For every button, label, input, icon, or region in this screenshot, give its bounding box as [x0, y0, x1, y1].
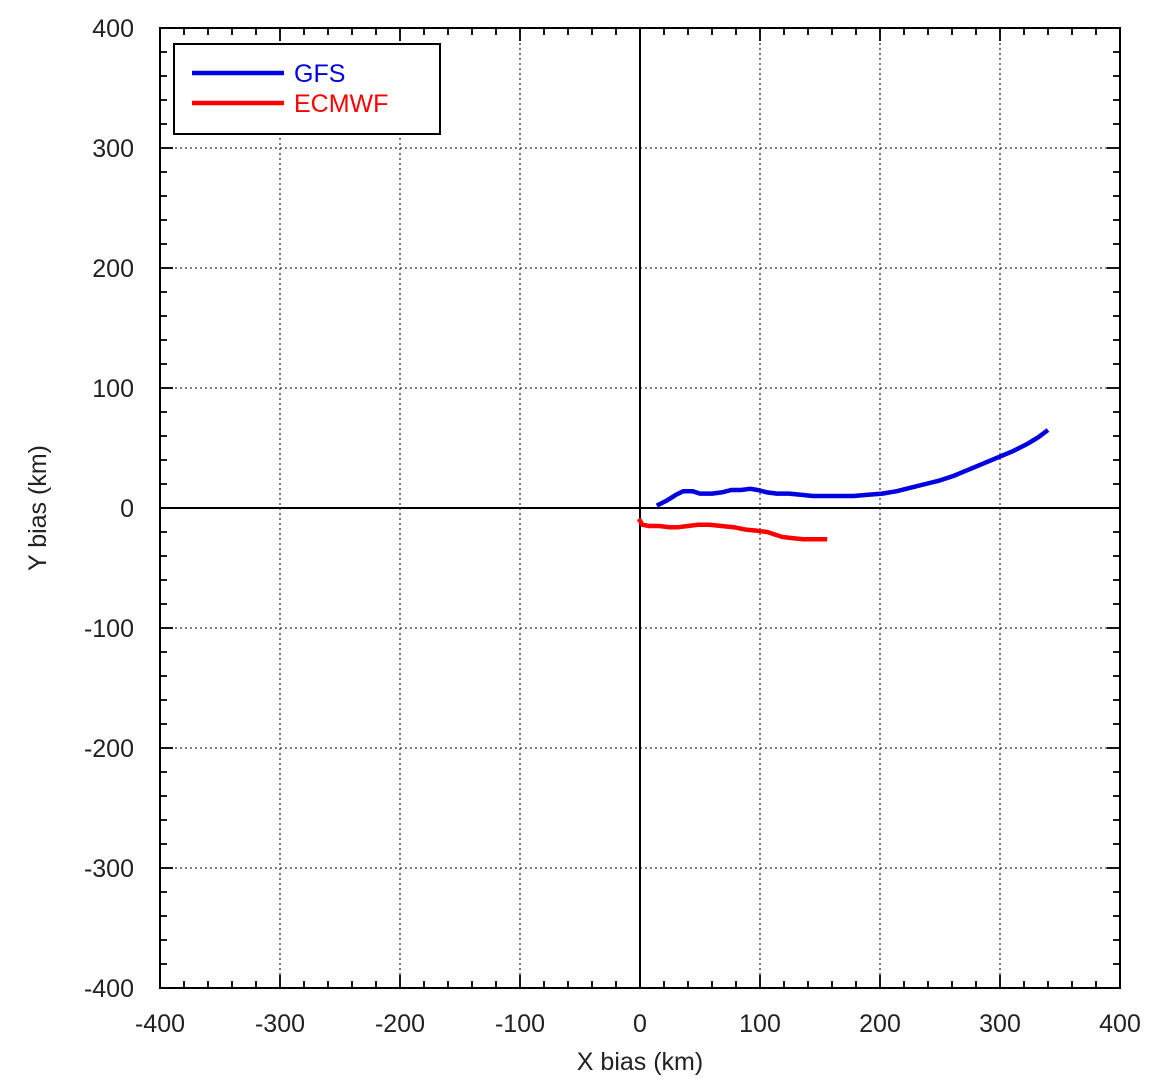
- x-tick-label: 0: [633, 1010, 647, 1038]
- x-tick-label: 100: [739, 1010, 781, 1038]
- y-tick-label: 300: [92, 135, 134, 163]
- y-tick-label: 400: [92, 15, 134, 43]
- legend-label-gfs: GFS: [294, 60, 345, 88]
- y-tick-label: 100: [92, 375, 134, 403]
- x-tick-label: 300: [979, 1010, 1021, 1038]
- axes: [160, 28, 1120, 988]
- series-line-ecmwf: [636, 517, 828, 542]
- y-tick-label: -400: [84, 975, 134, 1003]
- y-tick-label: -100: [84, 615, 134, 643]
- x-tick-label: 400: [1099, 1010, 1141, 1038]
- y-tick-label: -300: [84, 855, 134, 883]
- x-tick-label: -400: [135, 1010, 185, 1038]
- series: [636, 428, 1050, 542]
- plot-border: [159, 27, 1121, 989]
- y-tick-label: 200: [92, 255, 134, 283]
- y-tick-label: -200: [84, 735, 134, 763]
- x-tick-label: -200: [375, 1010, 425, 1038]
- x-axis-title: X bias (km): [577, 1048, 703, 1076]
- x-tick-label: -100: [495, 1010, 545, 1038]
- series-line-gfs: [655, 428, 1050, 508]
- x-tick-label: 200: [859, 1010, 901, 1038]
- legend-box: [173, 43, 441, 135]
- y-tick-label: 0: [120, 495, 134, 523]
- plot-frame: [159, 27, 1121, 989]
- y-axis-title: Y bias (km): [24, 445, 52, 571]
- ticks: -400 -300 -200 -100 0 100 200 300 400 -400 -300 -20…: [84, 15, 1141, 1038]
- x-tick-label: -300: [255, 1010, 305, 1038]
- legend-label-ecmwf: ECMWF: [294, 90, 388, 118]
